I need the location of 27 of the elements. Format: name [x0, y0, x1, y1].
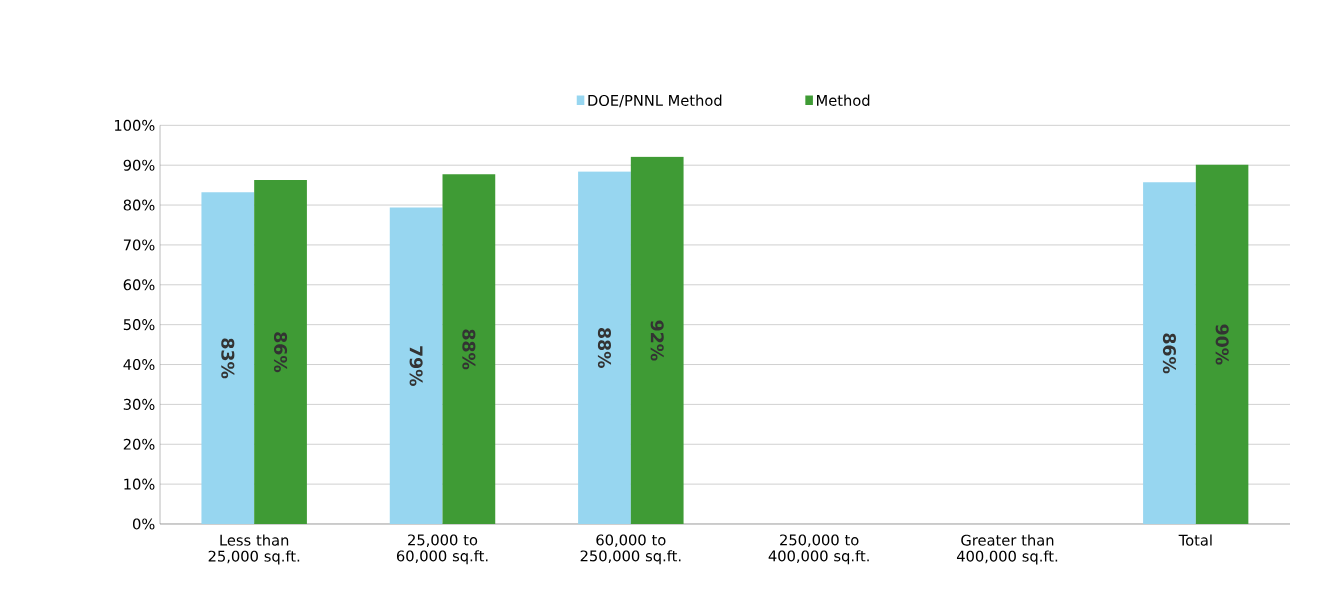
- data-label: 88%: [597, 328, 612, 368]
- y-tick-label: 60%: [123, 279, 155, 291]
- y-tick-label: 80%: [123, 199, 155, 211]
- data-label: 79%: [409, 346, 423, 386]
- legend-label: Method: [817, 94, 870, 106]
- legend-label: DOE/PNNL Method: [588, 94, 722, 108]
- y-tick-label: 40%: [123, 358, 155, 371]
- y-tick-label: 20%: [123, 438, 155, 450]
- data-label: 90%: [1215, 324, 1229, 365]
- x-tick-label: 250,000 to 400,000 sq.ft.: [768, 534, 869, 565]
- y-tick-label: 50%: [123, 319, 155, 331]
- x-tick-label: Less than 25,000 sq.ft.: [208, 534, 300, 565]
- y-tick-label: 10%: [124, 478, 155, 490]
- y-tick-label: 30%: [123, 398, 155, 410]
- x-tick-label: 60,000 to 250,000 sq.ft.: [580, 534, 681, 565]
- y-tick-label: 70%: [123, 239, 155, 251]
- x-tick-label: 25,000 to 60,000 sq.ft.: [396, 534, 488, 565]
- data-label: 86%: [273, 332, 288, 373]
- y-tick-label: 90%: [123, 159, 155, 171]
- data-label: 86%: [1162, 333, 1177, 374]
- x-tick-label: Total: [1178, 534, 1212, 546]
- y-tick-label: 0%: [133, 518, 155, 530]
- data-label: 92%: [650, 320, 664, 361]
- data-label: 88%: [462, 329, 476, 370]
- y-tick-label: 100%: [114, 119, 155, 131]
- x-tick-label: Greater than 400,000 sq.ft.: [956, 534, 1058, 565]
- data-label: 83%: [221, 338, 235, 379]
